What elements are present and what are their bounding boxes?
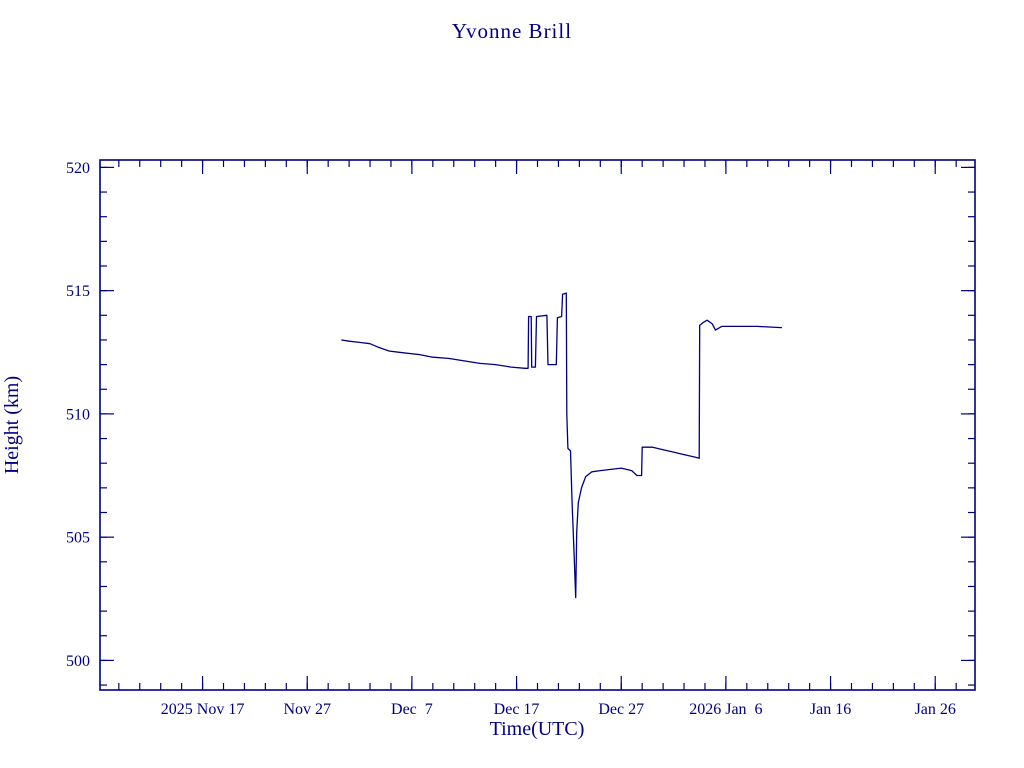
x-tick-label: Jan 16 bbox=[810, 701, 851, 718]
x-axis-label: Time(UTC) bbox=[490, 718, 585, 740]
y-tick-label: 500 bbox=[66, 653, 90, 670]
chart-title: Yvonne Brill bbox=[452, 19, 572, 43]
x-tick-label: 2025 Nov 17 bbox=[161, 701, 245, 718]
y-tick-label: 510 bbox=[66, 406, 90, 423]
x-tick-label: Dec 17 bbox=[494, 701, 540, 718]
plot-area: 2025 Nov 17 Nov 27 Dec 7 Dec 17 Dec 27 2026 J… bbox=[66, 159, 976, 718]
x-tick-label: Dec 27 bbox=[598, 701, 644, 718]
y-axis-label: Height (km) bbox=[1, 376, 23, 474]
data-line bbox=[341, 292, 783, 599]
x-tick-label: Nov 27 bbox=[283, 701, 331, 718]
x-tick-label: 2026 Jan 6 bbox=[689, 701, 762, 718]
x-tick-label: Jan 26 bbox=[915, 701, 956, 718]
y-tick-label: 520 bbox=[66, 160, 90, 177]
y-tick-label: 515 bbox=[66, 283, 90, 300]
axis-frame bbox=[99, 159, 976, 691]
y-tick-label: 505 bbox=[66, 530, 90, 547]
x-tick-label: Dec 7 bbox=[391, 701, 433, 718]
